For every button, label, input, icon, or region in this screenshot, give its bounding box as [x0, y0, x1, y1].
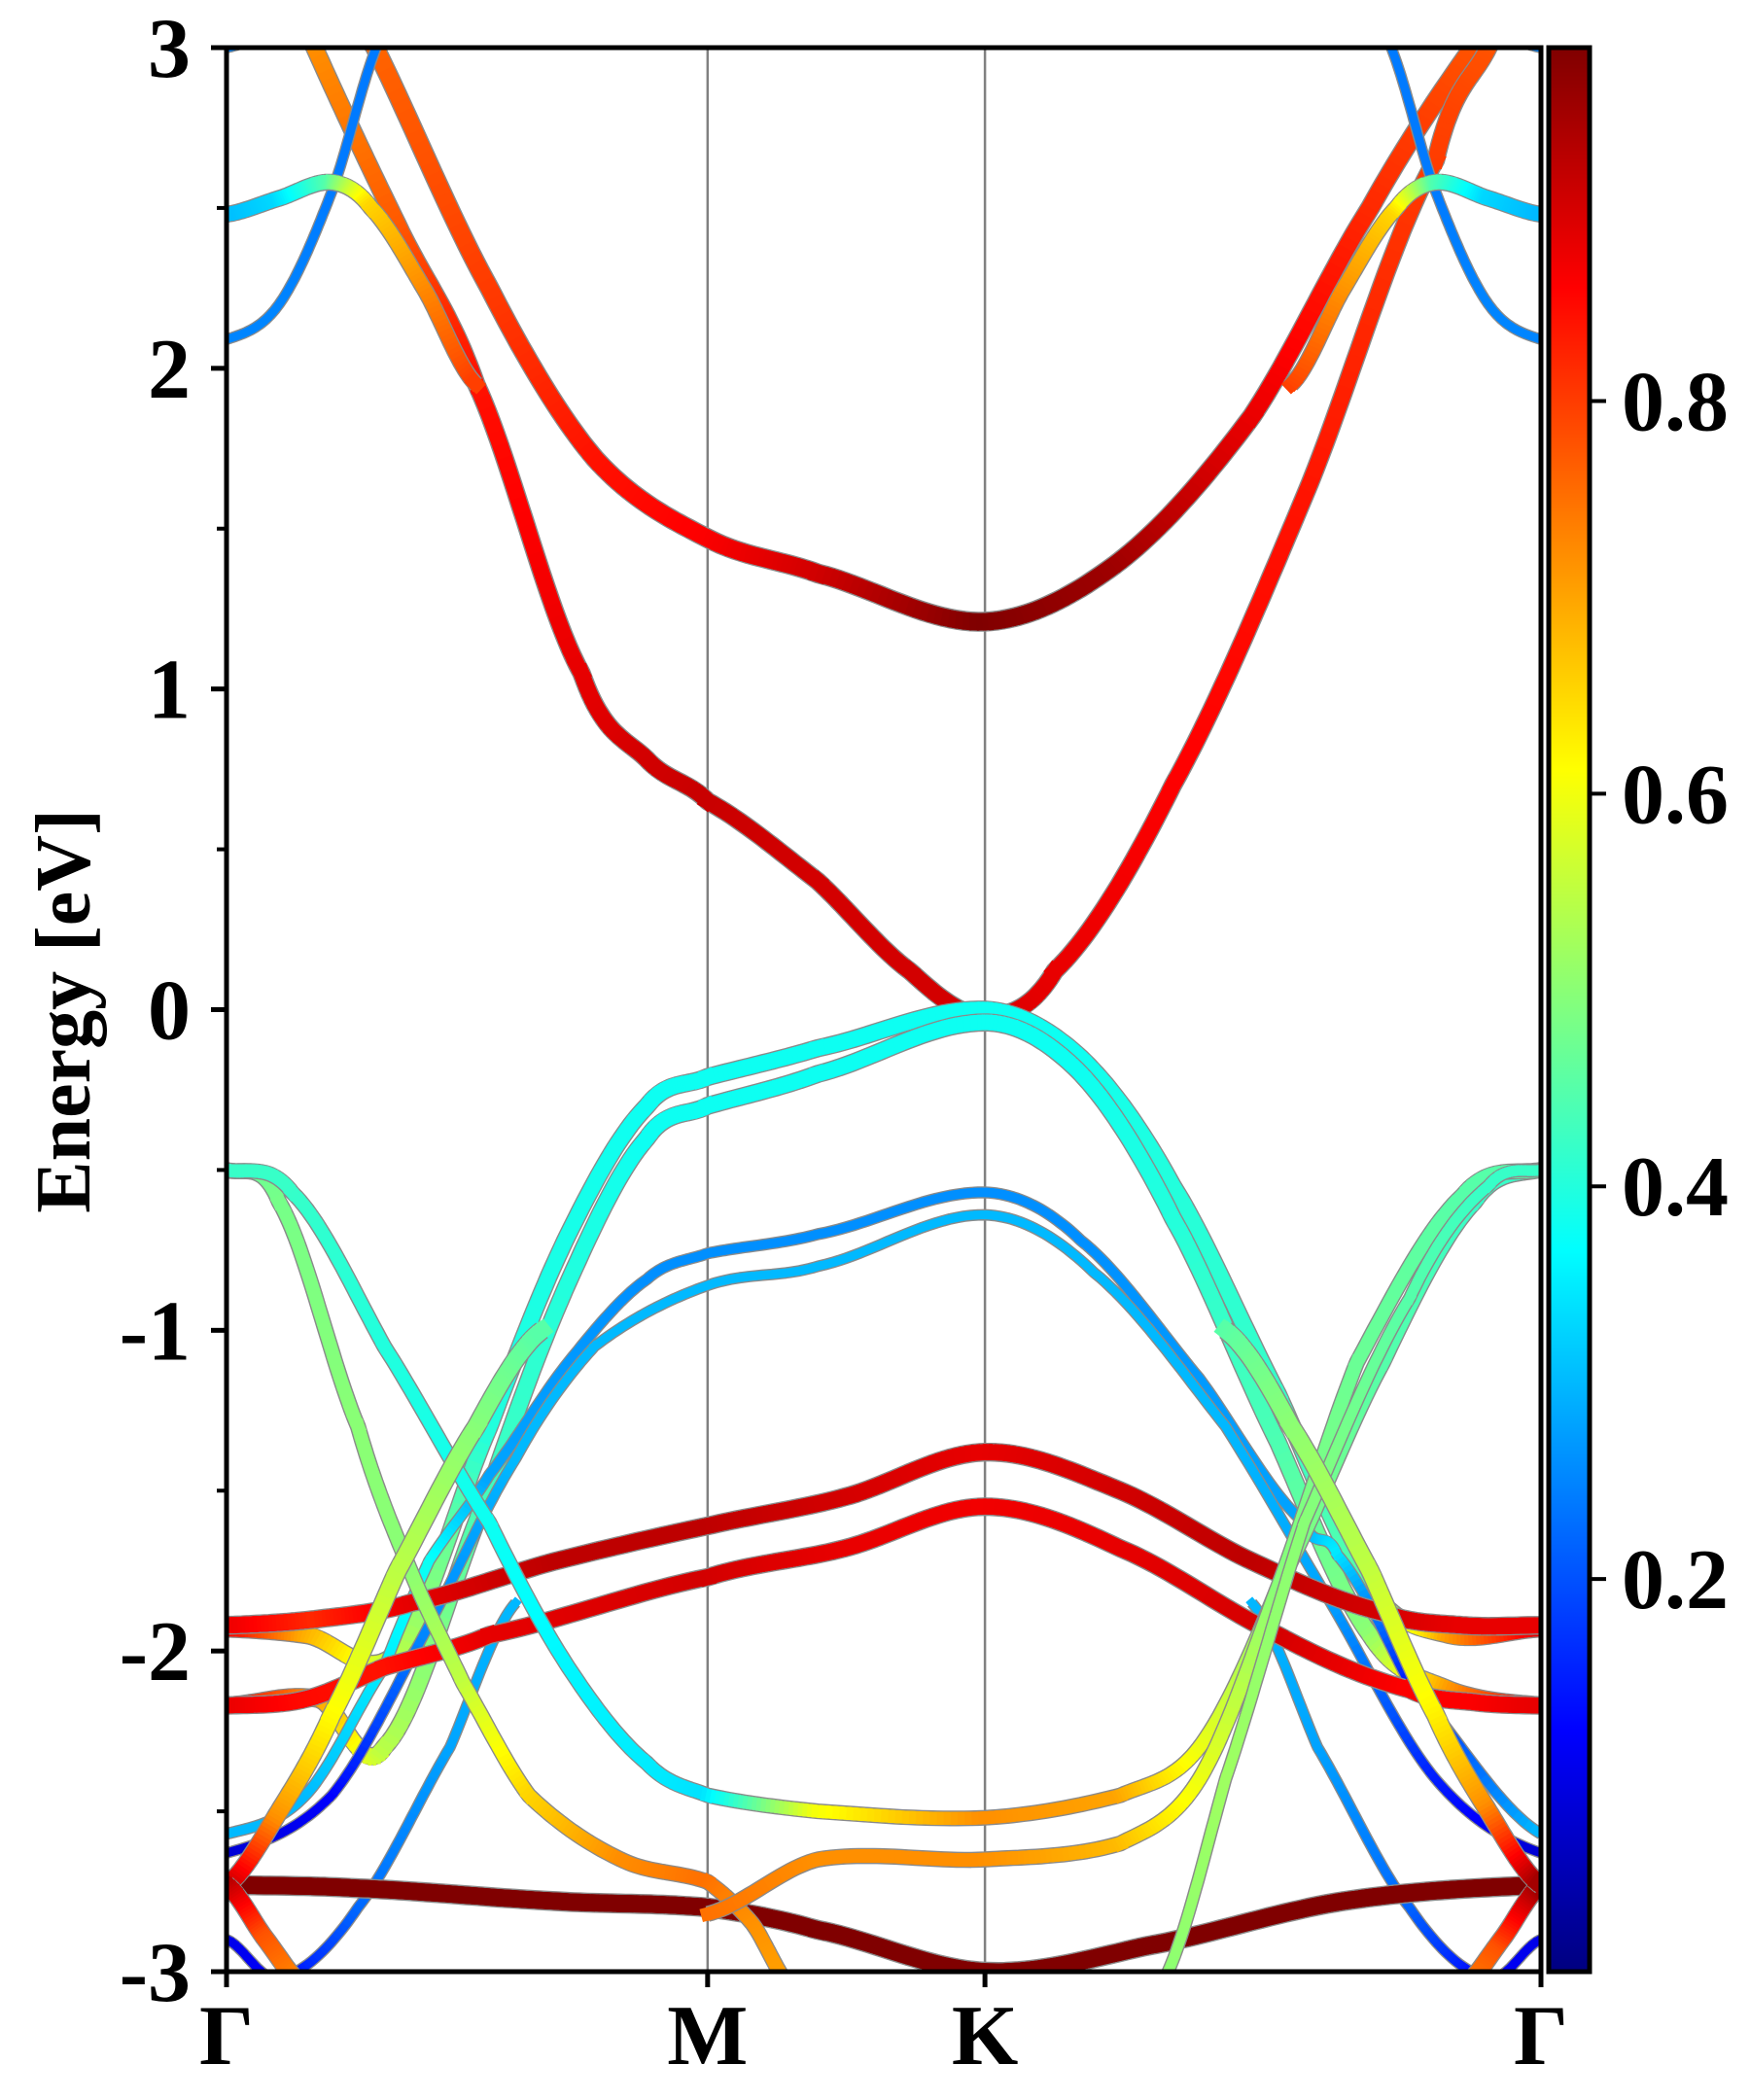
band-vb-yellow-right — [1213, 1318, 1541, 1896]
x-tick-label: Γ — [1514, 1989, 1568, 2083]
band-gamma-blue-right — [1384, 48, 1541, 345]
y-axis: 3 2 1 0 -1 -2 -3 — [120, 2, 227, 2020]
colorbar-tick-label: 0.6 — [1622, 748, 1729, 842]
colorbar-gradient — [1546, 45, 1592, 1975]
band-vb-red-1 — [227, 1442, 1541, 1636]
band-segment — [507, 1596, 522, 1613]
y-tick-label: 3 — [148, 2, 191, 96]
colorbar: 0.8 0.6 0.4 0.2 — [1546, 45, 1729, 1975]
y-tick-label: -1 — [120, 1284, 191, 1379]
band-segment — [464, 371, 487, 395]
y-tick-label: -2 — [120, 1605, 191, 1699]
band-gamma-blue-left — [227, 48, 383, 345]
x-tick-label: M — [667, 1989, 748, 2083]
x-tick-label: Γ — [199, 1989, 254, 2083]
x-tick-label: K — [952, 1989, 1018, 2083]
band-gamma-cyan-right — [1280, 173, 1541, 395]
y-axis-label: Energy [eV] — [21, 809, 107, 1212]
colorbar-tick-label: 0.4 — [1622, 1140, 1729, 1235]
y-tick-label: 1 — [148, 644, 191, 738]
y-tick-label: 2 — [148, 323, 191, 417]
y-tick-label: 0 — [148, 964, 191, 1059]
colorbar-tick-label: 0.8 — [1622, 355, 1729, 449]
y-tick-label: -3 — [120, 1926, 191, 2020]
band-cb-upper — [363, 48, 1485, 632]
band-vb-green-d — [1160, 1163, 1541, 1972]
band-gamma-cyan-left — [227, 173, 487, 395]
band-vb-blue-4 — [1245, 1596, 1541, 1972]
band-segment — [527, 1318, 554, 1345]
colorbar-tick-label: 0.2 — [1622, 1533, 1729, 1628]
band-vb-yellow-left — [227, 1318, 554, 1896]
